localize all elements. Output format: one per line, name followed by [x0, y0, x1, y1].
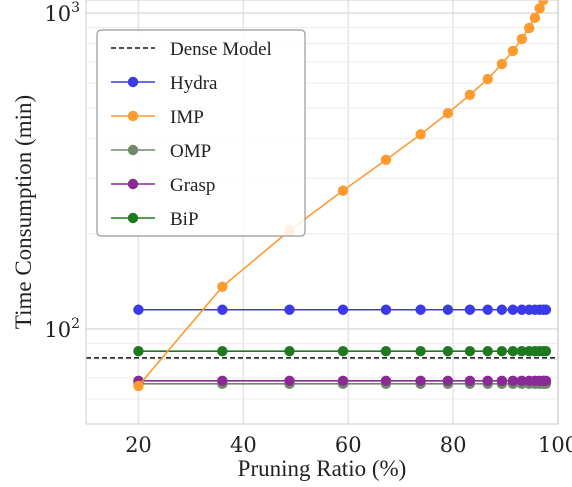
bip-point [507, 346, 519, 357]
hydra-point [380, 304, 392, 315]
bip-point [337, 346, 349, 357]
y-axis-label: Time Consumption (min) [11, 95, 36, 329]
grasp-point [464, 375, 476, 387]
imp-point [464, 89, 476, 101]
legend-label-hydra: Hydra [170, 73, 218, 94]
legend-label-grasp: Grasp [170, 175, 215, 196]
hydra-point [540, 304, 552, 315]
y-tick-exponent: 3 [71, 0, 80, 16]
y-tick-label: 102 [44, 316, 80, 342]
bip-point [516, 346, 528, 357]
hydra-point [415, 304, 426, 315]
y-tick-exponent: 2 [71, 316, 80, 332]
grasp-point [337, 375, 349, 387]
legend-swatch-marker-hydra [127, 76, 139, 88]
series-bip [133, 346, 552, 357]
y-tick-base: 10 [44, 2, 71, 26]
grasp-point [496, 375, 508, 387]
series-grasp [133, 375, 552, 387]
bip-point [380, 346, 392, 357]
grasp-point [380, 375, 392, 387]
series-imp [133, 0, 549, 392]
imp-point [523, 22, 535, 34]
bip-point [464, 346, 476, 357]
hydra-point [516, 304, 528, 315]
legend-label-dense-model: Dense Model [170, 39, 272, 60]
legend-label-imp: IMP [170, 107, 204, 128]
imp-point [133, 380, 144, 392]
hydra-point [217, 304, 228, 315]
imp-point [529, 12, 541, 24]
grasp-point [540, 375, 552, 387]
hydra-point [284, 304, 295, 315]
hydra-point [442, 304, 454, 315]
bip-point [415, 346, 426, 357]
imp-line [137, 0, 545, 387]
imp-point [217, 281, 228, 292]
hydra-point [464, 304, 476, 315]
x-tick-label: 60 [335, 433, 362, 457]
legend-label-omp: OMP [170, 141, 211, 162]
imp-point [337, 185, 349, 196]
imp-point [507, 45, 519, 57]
y-tick-label: 103 [44, 0, 80, 26]
bip-point [442, 346, 454, 357]
grasp-point [442, 375, 454, 387]
legend-swatch-marker-imp [127, 110, 139, 122]
imp-point [415, 129, 426, 140]
bip-point [496, 346, 508, 357]
x-tick-label: 40 [230, 433, 257, 457]
hydra-point [482, 304, 493, 315]
bip-point [482, 346, 493, 357]
legend-swatch-marker-omp [127, 144, 139, 156]
x-tick-label: 80 [440, 433, 467, 457]
imp-point [442, 107, 454, 119]
grid [86, 0, 559, 425]
imp-point [496, 58, 508, 70]
legend-box [96, 29, 306, 237]
x-tick-label: 20 [125, 433, 152, 457]
grasp-point [507, 375, 519, 387]
x-tick-label: 100 [538, 433, 572, 457]
series-group [133, 0, 552, 392]
hydra-point [337, 304, 349, 315]
legend-swatch-marker-bip [127, 212, 139, 224]
series-hydra [133, 304, 552, 315]
imp-point [380, 154, 392, 166]
x-axis-label: Pruning Ratio (%) [238, 456, 407, 481]
bip-point [217, 346, 228, 357]
imp-point [534, 3, 545, 14]
hydra-point [133, 304, 144, 315]
grasp-point [217, 375, 228, 387]
y-tick-base: 10 [44, 318, 71, 342]
grasp-point [415, 375, 426, 387]
legend: Dense Model Hydra IMP OMP Grasp BiP [96, 29, 306, 237]
plot-frame [85, 0, 559, 425]
bip-point [284, 346, 295, 357]
imp-point [538, 0, 549, 6]
imp-point [516, 33, 528, 45]
grasp-point [482, 375, 493, 387]
grasp-point [284, 375, 295, 387]
bip-point [133, 346, 144, 357]
hydra-point [496, 304, 508, 315]
hydra-point [507, 304, 519, 315]
legend-swatch-marker-grasp [127, 178, 139, 190]
legend-label-bip: BiP [170, 209, 199, 230]
bip-point [540, 346, 552, 357]
grasp-point [516, 375, 528, 387]
imp-point [482, 73, 493, 85]
